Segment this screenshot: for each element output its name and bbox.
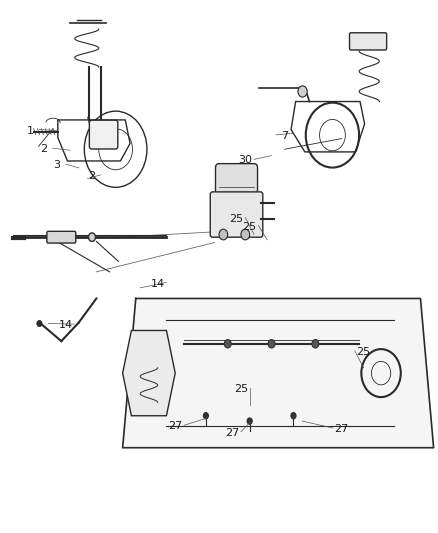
Circle shape xyxy=(203,413,208,419)
Text: 1: 1 xyxy=(27,126,34,135)
Circle shape xyxy=(298,86,307,97)
Text: 2: 2 xyxy=(88,171,95,181)
Circle shape xyxy=(312,340,319,348)
Polygon shape xyxy=(123,298,434,448)
Text: 25: 25 xyxy=(243,222,257,231)
Polygon shape xyxy=(123,330,175,416)
Text: 25: 25 xyxy=(234,384,248,394)
FancyBboxPatch shape xyxy=(47,231,76,243)
FancyBboxPatch shape xyxy=(210,192,263,237)
Text: 25: 25 xyxy=(230,214,244,223)
Text: 27: 27 xyxy=(168,422,182,431)
Circle shape xyxy=(219,229,228,240)
Text: 14: 14 xyxy=(151,279,165,288)
FancyBboxPatch shape xyxy=(89,120,118,149)
Text: 2: 2 xyxy=(40,144,47,154)
Text: 27: 27 xyxy=(225,428,239,438)
FancyBboxPatch shape xyxy=(215,164,258,201)
Text: 7: 7 xyxy=(281,131,288,141)
FancyBboxPatch shape xyxy=(350,33,387,50)
Circle shape xyxy=(37,320,42,327)
Circle shape xyxy=(88,233,95,241)
Text: 14: 14 xyxy=(59,320,73,330)
Circle shape xyxy=(291,413,296,419)
Text: 3: 3 xyxy=(53,160,60,170)
Circle shape xyxy=(268,340,275,348)
Circle shape xyxy=(241,229,250,240)
Text: 27: 27 xyxy=(335,424,349,434)
Text: 30: 30 xyxy=(238,155,252,165)
Text: 25: 25 xyxy=(357,347,371,357)
Circle shape xyxy=(247,418,252,424)
Circle shape xyxy=(224,340,231,348)
